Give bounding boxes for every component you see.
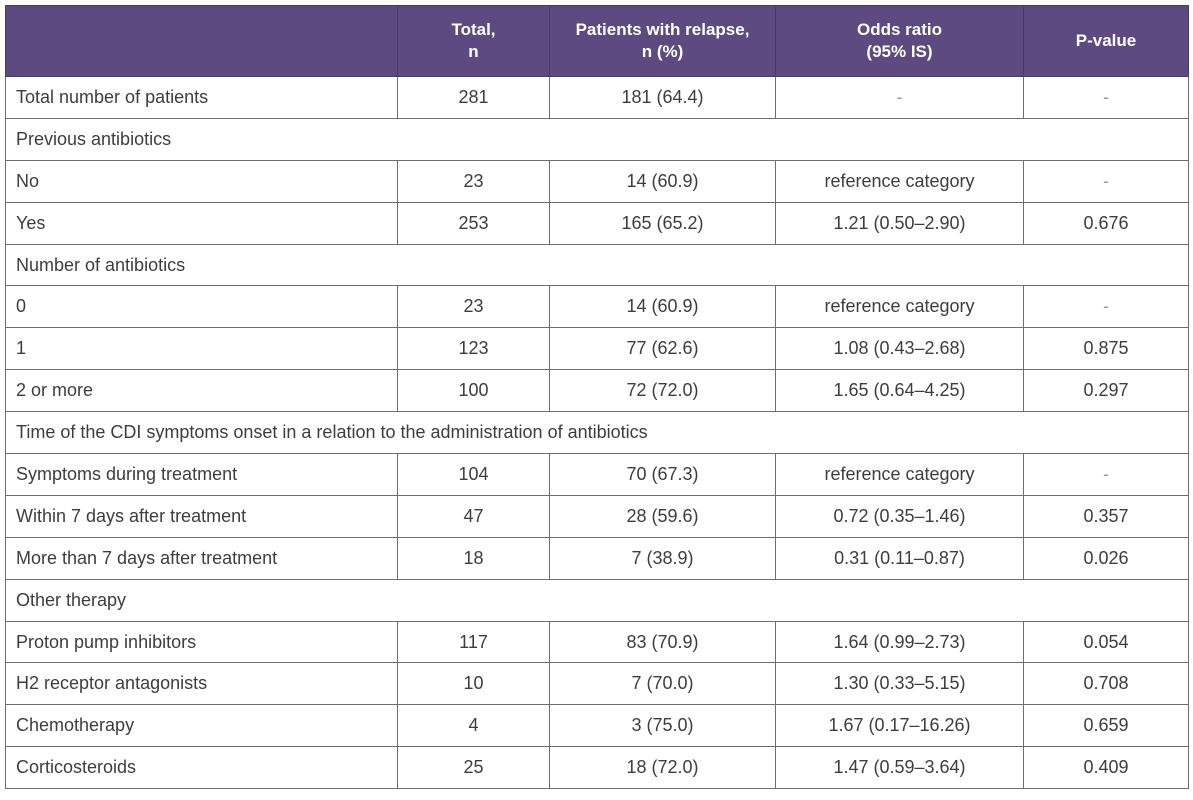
odds-ratio-cell: 1.08 (0.43–2.68) (775, 327, 1024, 371)
relapse-cell: 14 (60.9) (549, 285, 776, 329)
relapse-cell: 70 (67.3) (549, 453, 776, 496)
odds-ratio-cell: reference category (775, 285, 1024, 329)
section-row: Other therapy (5, 578, 1189, 622)
table-row: 2 or more 100 72 (72.0) 1.65 (0.64–4.25)… (5, 369, 1189, 413)
section-row: Time of the CDI symptoms onset in a rela… (5, 411, 1189, 455)
table-row: More than 7 days after treatment 18 7 (3… (5, 536, 1189, 580)
odds-ratio-cell: 1.67 (0.17–16.26) (775, 704, 1024, 748)
odds-ratio-cell: 1.30 (0.33–5.15) (775, 662, 1024, 706)
relapse-cell: 165 (65.2) (549, 201, 776, 245)
row-label: H2 receptor antagonists (5, 662, 398, 706)
results-table-container: Total, n Patients with relapse, n (%) Od… (5, 5, 1189, 790)
p-value-cell: 0.659 (1023, 704, 1189, 748)
header-total: Total, n (397, 5, 550, 77)
odds-ratio-cell: 1.21 (0.50–2.90) (775, 201, 1024, 245)
section-heading: Number of antibiotics (5, 243, 1189, 287)
table-row: Yes 253 165 (65.2) 1.21 (0.50–2.90) 0.67… (5, 201, 1189, 245)
odds-ratio-cell: reference category (775, 159, 1024, 203)
row-label: Corticosteroids (5, 746, 398, 790)
total-cell: 281 (397, 76, 550, 119)
row-label: Symptoms during treatment (5, 453, 398, 496)
row-label: No (5, 159, 398, 203)
table-row: Chemotherapy 4 3 (75.0) 1.67 (0.17–16.26… (5, 704, 1189, 748)
total-cell: 18 (397, 536, 550, 580)
p-value-cell: 0.054 (1023, 620, 1189, 664)
relapse-cell: 3 (75.0) (549, 704, 776, 748)
table-header: Total, n Patients with relapse, n (%) Od… (5, 5, 1189, 77)
relapse-cell: 77 (62.6) (549, 327, 776, 371)
table-row: Total number of patients 281 181 (64.4) … (5, 76, 1189, 119)
table-row: 1 123 77 (62.6) 1.08 (0.43–2.68) 0.875 (5, 327, 1189, 371)
table-row: Symptoms during treatment 104 70 (67.3) … (5, 453, 1189, 496)
odds-ratio-cell: 0.72 (0.35–1.46) (775, 494, 1024, 538)
section-row: Number of antibiotics (5, 243, 1189, 287)
total-cell: 104 (397, 453, 550, 496)
header-p-value: P-value (1023, 5, 1189, 77)
relapse-cell: 7 (38.9) (549, 536, 776, 580)
section-heading: Time of the CDI symptoms onset in a rela… (5, 411, 1189, 455)
row-label: Chemotherapy (5, 704, 398, 748)
odds-ratio-cell: 1.65 (0.64–4.25) (775, 369, 1024, 413)
p-value-cell: - (1023, 453, 1189, 496)
table-row: H2 receptor antagonists 10 7 (70.0) 1.30… (5, 662, 1189, 706)
p-value-cell: 0.875 (1023, 327, 1189, 371)
row-label: Within 7 days after treatment (5, 494, 398, 538)
odds-ratio-cell: reference category (775, 453, 1024, 496)
total-cell: 253 (397, 201, 550, 245)
header-odds-ratio: Odds ratio (95% IS) (775, 5, 1024, 77)
total-cell: 23 (397, 285, 550, 329)
odds-ratio-cell: - (775, 76, 1024, 119)
p-value-cell: 0.357 (1023, 494, 1189, 538)
row-label: Proton pump inhibitors (5, 620, 398, 664)
total-cell: 25 (397, 746, 550, 790)
header-variable (5, 5, 398, 77)
table-body: Total number of patients 281 181 (64.4) … (5, 76, 1189, 790)
section-heading: Previous antibiotics (5, 117, 1189, 161)
table-row: Within 7 days after treatment 47 28 (59.… (5, 494, 1189, 538)
p-value-cell: - (1023, 285, 1189, 329)
p-value-cell: 0.297 (1023, 369, 1189, 413)
relapse-risk-table: Total, n Patients with relapse, n (%) Od… (5, 5, 1189, 790)
total-cell: 4 (397, 704, 550, 748)
relapse-cell: 72 (72.0) (549, 369, 776, 413)
row-label: 2 or more (5, 369, 398, 413)
odds-ratio-cell: 0.31 (0.11–0.87) (775, 536, 1024, 580)
relapse-cell: 7 (70.0) (549, 662, 776, 706)
p-value-cell: 0.676 (1023, 201, 1189, 245)
row-label: Total number of patients (5, 76, 398, 119)
p-value-cell: - (1023, 76, 1189, 119)
row-label: 0 (5, 285, 398, 329)
total-cell: 47 (397, 494, 550, 538)
relapse-cell: 83 (70.9) (549, 620, 776, 664)
total-cell: 23 (397, 159, 550, 203)
total-cell: 117 (397, 620, 550, 664)
relapse-cell: 181 (64.4) (549, 76, 776, 119)
odds-ratio-cell: 1.47 (0.59–3.64) (775, 746, 1024, 790)
relapse-cell: 18 (72.0) (549, 746, 776, 790)
table-row: Proton pump inhibitors 117 83 (70.9) 1.6… (5, 620, 1189, 664)
section-row: Previous antibiotics (5, 117, 1189, 161)
row-label: More than 7 days after treatment (5, 536, 398, 580)
row-label: Yes (5, 201, 398, 245)
total-cell: 100 (397, 369, 550, 413)
table-row: Corticosteroids 25 18 (72.0) 1.47 (0.59–… (5, 746, 1189, 790)
header-relapse: Patients with relapse, n (%) (549, 5, 776, 77)
row-label: 1 (5, 327, 398, 371)
table-row: 0 23 14 (60.9) reference category - (5, 285, 1189, 329)
relapse-cell: 28 (59.6) (549, 494, 776, 538)
p-value-cell: - (1023, 159, 1189, 203)
p-value-cell: 0.409 (1023, 746, 1189, 790)
p-value-cell: 0.026 (1023, 536, 1189, 580)
p-value-cell: 0.708 (1023, 662, 1189, 706)
odds-ratio-cell: 1.64 (0.99–2.73) (775, 620, 1024, 664)
total-cell: 123 (397, 327, 550, 371)
table-row: No 23 14 (60.9) reference category - (5, 159, 1189, 203)
section-heading: Other therapy (5, 578, 1189, 622)
total-cell: 10 (397, 662, 550, 706)
header-row: Total, n Patients with relapse, n (%) Od… (5, 5, 1189, 77)
relapse-cell: 14 (60.9) (549, 159, 776, 203)
